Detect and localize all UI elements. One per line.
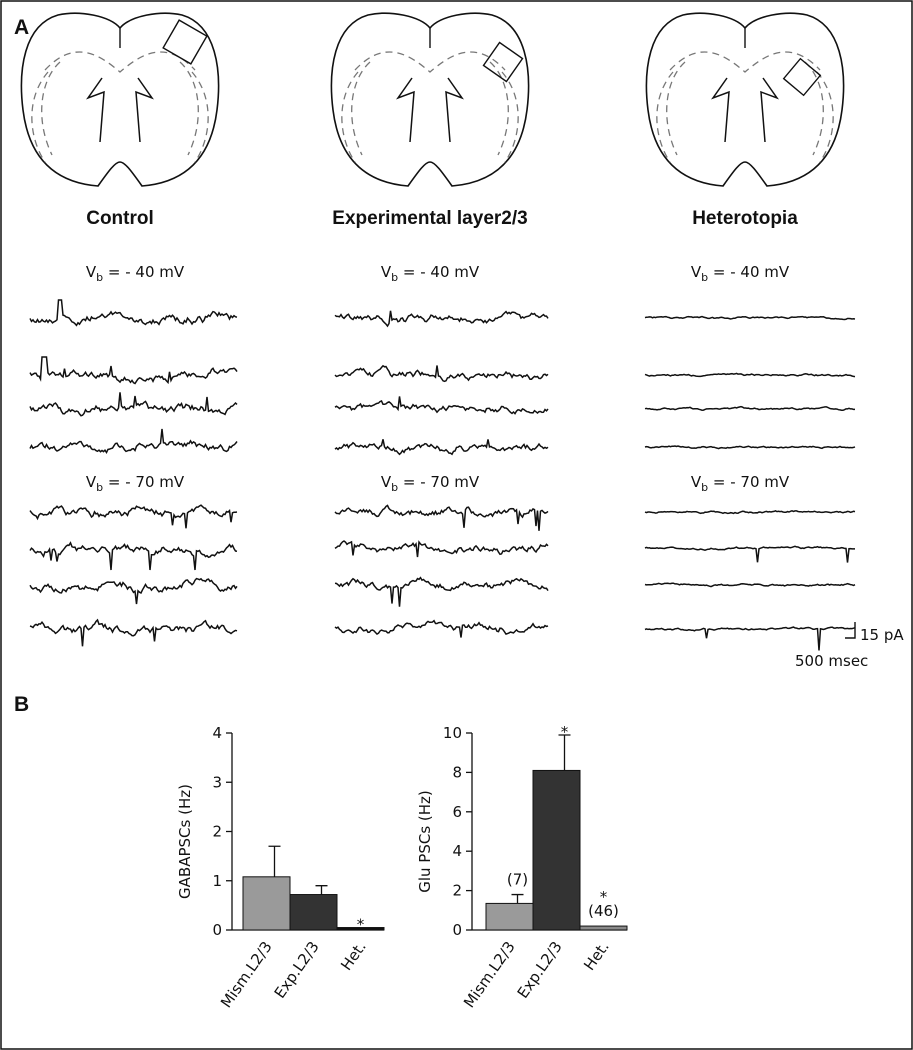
y-tick-label: 6	[452, 803, 462, 821]
trace	[644, 445, 856, 450]
x-tick-label: Exp.L2/3	[271, 938, 323, 1002]
error-bar	[511, 893, 524, 904]
trace	[29, 504, 238, 529]
error-bar	[315, 885, 328, 895]
scale-time: 500 msec	[795, 652, 868, 670]
holding-label: Vb = - 70 mV	[381, 473, 480, 494]
condition-label: Heterotopia	[692, 208, 798, 229]
x-tick-label: Het.	[337, 938, 370, 974]
y-tick-label: 2	[212, 823, 222, 841]
holding-subscript: b	[701, 481, 708, 494]
trace	[29, 428, 238, 455]
bar	[532, 769, 581, 931]
trace	[644, 372, 856, 378]
holding-subscript: b	[96, 271, 103, 284]
y-tick-label: 10	[443, 724, 462, 742]
trace	[644, 315, 856, 321]
trace	[29, 541, 238, 571]
significance-star: *	[561, 723, 569, 741]
trace	[29, 618, 238, 647]
trace	[334, 396, 549, 415]
trace	[334, 540, 549, 558]
holding-symbol: V	[381, 473, 392, 491]
holding-symbol: V	[381, 263, 392, 281]
holding-rest: = - 40 mV	[708, 263, 790, 281]
trace	[644, 509, 856, 515]
panel-label: B	[14, 693, 29, 716]
trace	[644, 545, 855, 563]
significance-star: *	[600, 888, 608, 906]
brain-control	[20, 12, 220, 187]
holding-rest: = - 40 mV	[103, 263, 185, 281]
brain-heterotopia	[645, 12, 845, 187]
trace	[29, 392, 238, 417]
holding-subscript: b	[96, 481, 103, 494]
bar	[289, 894, 338, 931]
holding-rest: = - 70 mV	[398, 473, 480, 491]
y-tick-label: 8	[452, 763, 462, 781]
n-label: (46)	[588, 902, 619, 920]
trace	[334, 619, 549, 638]
holding-rest: = - 40 mV	[398, 263, 480, 281]
holding-symbol: V	[86, 263, 97, 281]
bar	[336, 927, 385, 931]
x-tick-label: Mism.L2/3	[217, 938, 276, 1011]
y-tick-label: 3	[212, 773, 222, 791]
condition-label: Experimental layer2/3	[332, 208, 527, 229]
bar	[485, 902, 534, 931]
y-tick-label: 0	[452, 921, 462, 939]
trace	[334, 310, 549, 328]
scale-current: 15 pA	[860, 626, 904, 644]
panel-label: A	[14, 16, 29, 39]
y-axis-label: GABAPSCs (Hz)	[176, 784, 194, 899]
bar	[242, 876, 291, 931]
scale-bar	[845, 622, 856, 639]
x-tick-label: Mism.L2/3	[460, 938, 519, 1011]
y-tick-label: 1	[212, 872, 222, 890]
holding-label: Vb = - 70 mV	[691, 473, 790, 494]
trace	[644, 405, 855, 412]
error-bar	[268, 845, 281, 877]
y-tick-label: 2	[452, 882, 462, 900]
holding-label: Vb = - 40 mV	[691, 263, 790, 284]
trace	[644, 582, 856, 588]
trace	[334, 504, 549, 531]
holding-rest: = - 70 mV	[103, 473, 185, 491]
holding-symbol: V	[691, 473, 702, 491]
condition-label: Control	[86, 208, 154, 229]
holding-subscript: b	[701, 271, 708, 284]
y-tick-label: 4	[212, 724, 222, 742]
holding-label: Vb = - 40 mV	[381, 263, 480, 284]
n-label: (7)	[507, 871, 528, 889]
holding-subscript: b	[391, 481, 398, 494]
holding-symbol: V	[86, 473, 97, 491]
trace	[334, 439, 549, 456]
trace	[334, 576, 549, 607]
holding-rest: = - 70 mV	[708, 473, 790, 491]
trace	[334, 364, 549, 383]
bar	[579, 925, 628, 931]
x-tick-label: Het.	[580, 938, 613, 974]
trace	[29, 577, 238, 605]
y-tick-label: 0	[212, 921, 222, 939]
trace	[29, 299, 238, 327]
x-tick-label: Exp.L2/3	[514, 938, 566, 1002]
holding-label: Vb = - 70 mV	[86, 473, 185, 494]
brain-experimental	[330, 12, 530, 187]
y-tick-label: 4	[452, 842, 462, 860]
holding-symbol: V	[691, 263, 702, 281]
significance-star: *	[357, 916, 365, 934]
holding-label: Vb = - 40 mV	[86, 263, 185, 284]
trace	[644, 626, 856, 651]
trace	[29, 356, 238, 385]
holding-subscript: b	[391, 271, 398, 284]
error-bar	[558, 734, 571, 771]
y-axis-label: Glu PSCs (Hz)	[416, 790, 434, 893]
